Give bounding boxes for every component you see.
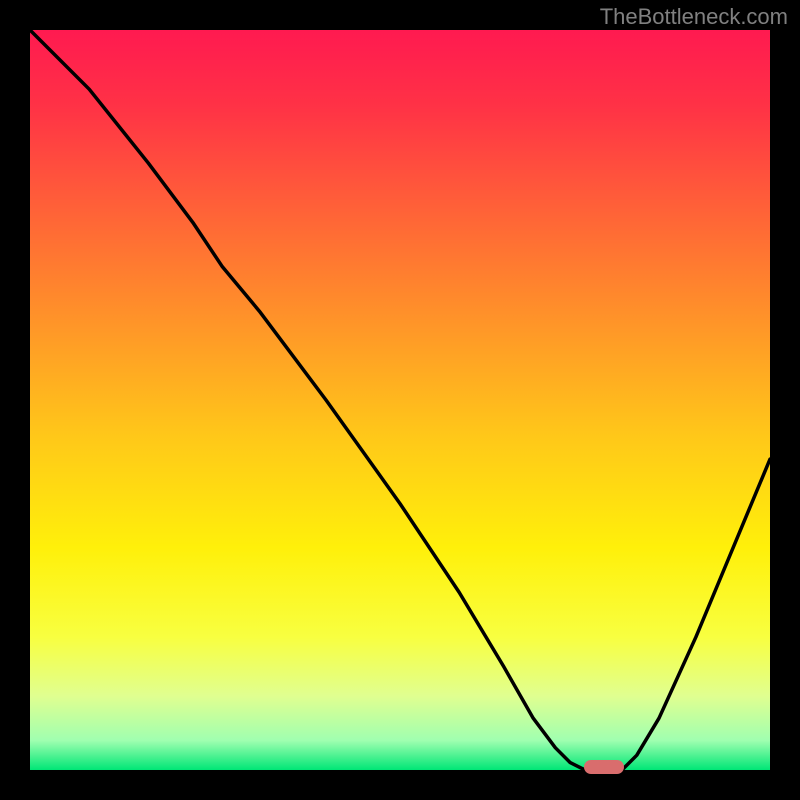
bottleneck-curve bbox=[30, 30, 770, 770]
optimal-marker bbox=[584, 760, 624, 774]
plot-area bbox=[30, 30, 770, 770]
watermark-text: TheBottleneck.com bbox=[600, 4, 788, 30]
